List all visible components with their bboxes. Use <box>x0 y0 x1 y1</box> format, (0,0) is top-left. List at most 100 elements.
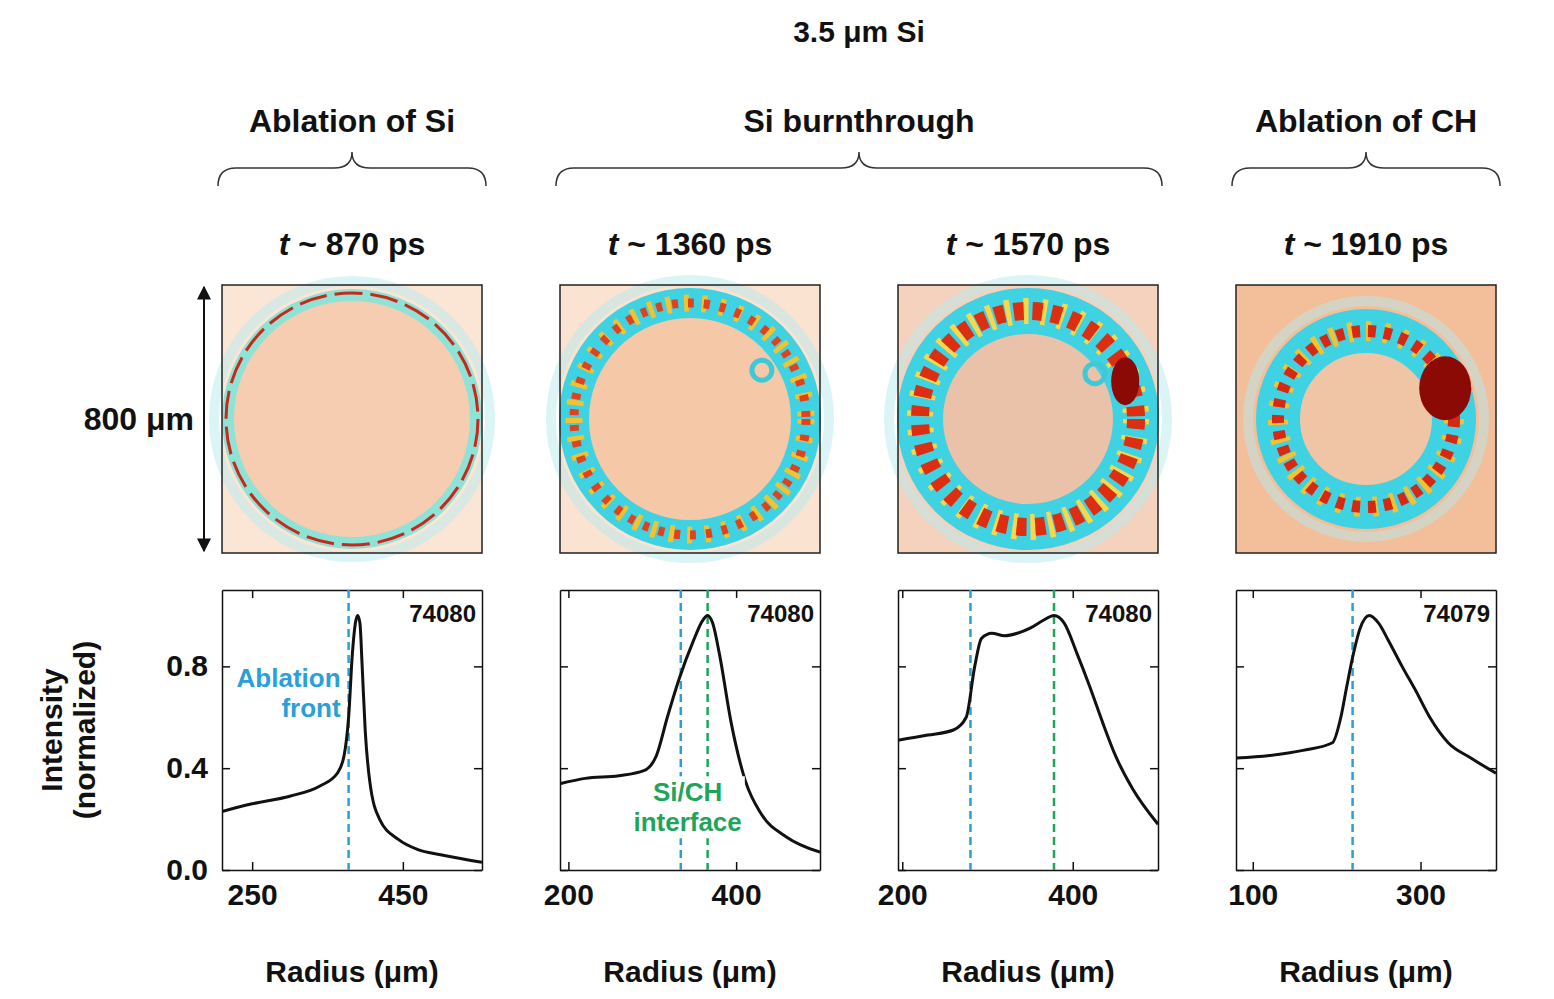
axis-line <box>898 591 900 871</box>
x-axis: 200 400 <box>544 862 821 911</box>
tick-mark <box>812 870 820 872</box>
tick-label: 200 <box>544 878 594 911</box>
tick-mark <box>474 870 482 872</box>
radiograph-frame <box>560 285 820 553</box>
tick-mark <box>1420 590 1422 598</box>
tick-mark <box>1488 666 1496 668</box>
tick: 300 <box>1396 862 1446 911</box>
tick-mark <box>1150 666 1158 668</box>
tick <box>812 666 820 667</box>
tick-mark <box>1253 590 1255 598</box>
reference-line <box>1351 590 1354 870</box>
tick-mark <box>1420 862 1422 870</box>
radiograph-ring <box>1278 331 1454 507</box>
y-axis-right <box>812 591 821 871</box>
tick <box>898 666 906 667</box>
y-axis <box>898 591 906 871</box>
tick-mark <box>1073 590 1075 598</box>
radiograph-frame <box>222 285 482 553</box>
radiograph-disk <box>228 295 476 543</box>
tick-mark <box>898 666 906 668</box>
x-axis-top <box>561 590 821 598</box>
tick-label: 0.8 <box>166 649 208 682</box>
shot-number: 74079 <box>1423 600 1490 627</box>
y-axis-right <box>474 591 483 871</box>
group-label: Si burnthrough <box>743 103 974 139</box>
shot-number: 74080 <box>409 600 476 627</box>
radiograph-background <box>898 285 1158 553</box>
tick-mark <box>898 870 906 872</box>
tick-mark <box>1150 870 1158 872</box>
axis-line <box>1237 590 1497 592</box>
reference-line <box>969 590 972 870</box>
axis-line <box>222 591 224 871</box>
tick <box>474 870 482 871</box>
radiograph-ring-peak <box>226 293 478 545</box>
radiograph-ring-peak <box>920 311 1136 527</box>
tick <box>1236 666 1244 667</box>
tick: 450 <box>378 862 428 911</box>
label-patch <box>406 599 479 628</box>
axis-line <box>1158 591 1160 871</box>
panel: 20040074080Radius (μm) <box>878 590 1159 988</box>
tick <box>1253 590 1254 598</box>
radiograph-frame <box>898 285 1158 553</box>
tick <box>560 768 568 769</box>
data-line <box>222 615 482 862</box>
plot-area <box>898 590 1158 870</box>
tick-label: 200 <box>878 878 928 911</box>
tick <box>560 870 568 871</box>
radiograph <box>1236 285 1496 553</box>
radiograph-feature <box>1111 357 1139 405</box>
tick-mark <box>403 590 405 598</box>
radiograph-halo <box>551 280 829 558</box>
reference-label: Si/CHinterface <box>633 777 741 837</box>
tick-mark <box>560 870 568 872</box>
tick <box>1236 870 1244 871</box>
shot-number: 74080 <box>1085 600 1152 627</box>
tick-mark <box>812 666 820 668</box>
x-axis: 250450 <box>223 862 483 911</box>
y-axis-title: Intensity(normalized) <box>35 641 101 819</box>
tick-mark <box>736 862 738 870</box>
radiograph-background <box>222 285 482 553</box>
axis-line <box>482 591 484 871</box>
tick <box>812 768 820 769</box>
tick-label: 0.4 <box>166 751 208 784</box>
axis-line <box>561 590 821 592</box>
group-brace <box>1232 152 1500 186</box>
tick-label: 100 <box>1228 878 1278 911</box>
y-axis <box>560 591 568 871</box>
radiograph-ring <box>920 311 1136 527</box>
radiograph-ring-core <box>574 303 806 535</box>
tick <box>898 870 906 871</box>
tick <box>1150 768 1158 769</box>
tick: 0.4 <box>166 751 230 784</box>
tick <box>1073 590 1074 598</box>
radiograph-feature <box>752 360 772 380</box>
tick <box>568 590 569 598</box>
tick-mark <box>560 768 568 770</box>
tick-mark <box>560 666 568 668</box>
axis-line <box>561 870 821 872</box>
tick-mark <box>568 590 570 598</box>
radiograph-ring <box>228 295 476 543</box>
tick: 400 <box>712 862 762 911</box>
radiograph-ring-peak <box>1278 331 1454 507</box>
radiograph-halo <box>214 281 490 557</box>
radiograph-halo <box>889 280 1167 558</box>
tick: 0.8 <box>166 649 230 682</box>
x-axis-title: Radius (μm) <box>1279 955 1452 988</box>
tick-mark <box>252 862 254 870</box>
radiograph-feature <box>1419 356 1471 420</box>
data-line <box>898 615 1158 824</box>
panel-subtitle: t ~ 1360 ps <box>608 226 773 262</box>
panel-subtitle: t ~ 1910 ps <box>1284 226 1449 262</box>
axis-line <box>899 590 1159 592</box>
shot-number: 74080 <box>747 600 814 627</box>
tick-mark <box>1236 666 1244 668</box>
x-axis-top <box>223 590 483 598</box>
radiograph-disk <box>1278 331 1454 507</box>
panel: 2504500.00.40.8Ablationfront74080Radius … <box>35 590 483 988</box>
tick <box>1150 870 1158 871</box>
